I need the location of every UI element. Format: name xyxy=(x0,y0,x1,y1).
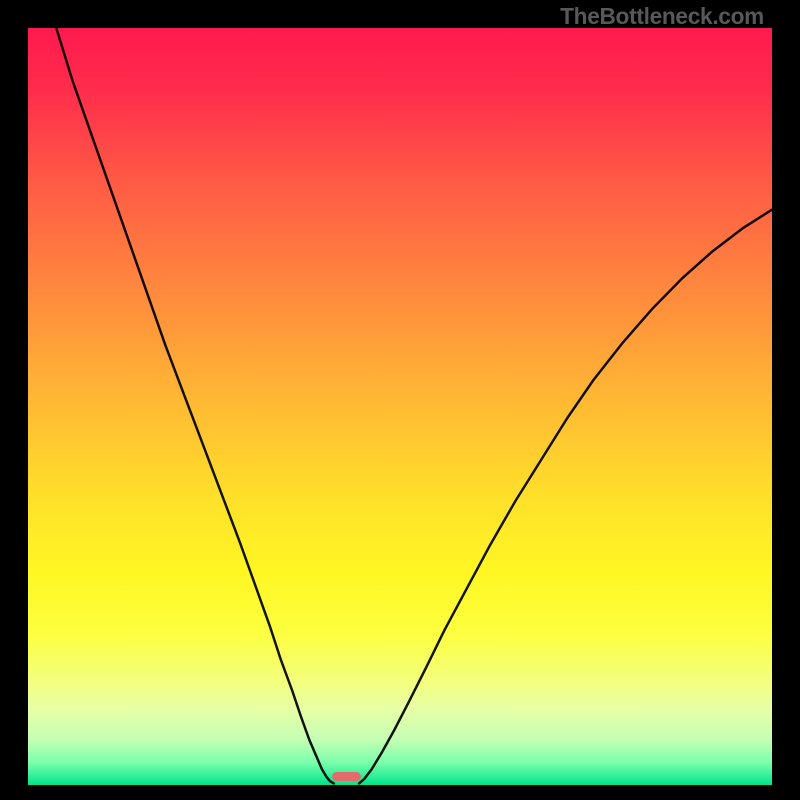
frame-border-bottom xyxy=(0,785,800,800)
frame-border-right xyxy=(772,0,800,800)
min-marker xyxy=(332,772,362,781)
curve-layer xyxy=(28,28,772,785)
watermark-text: TheBottleneck.com xyxy=(560,3,764,30)
chart-frame: TheBottleneck.com xyxy=(0,0,800,800)
curve-left-branch xyxy=(56,28,334,783)
curve-right-branch xyxy=(359,210,772,784)
frame-border-left xyxy=(0,0,28,800)
plot-area xyxy=(28,28,772,785)
